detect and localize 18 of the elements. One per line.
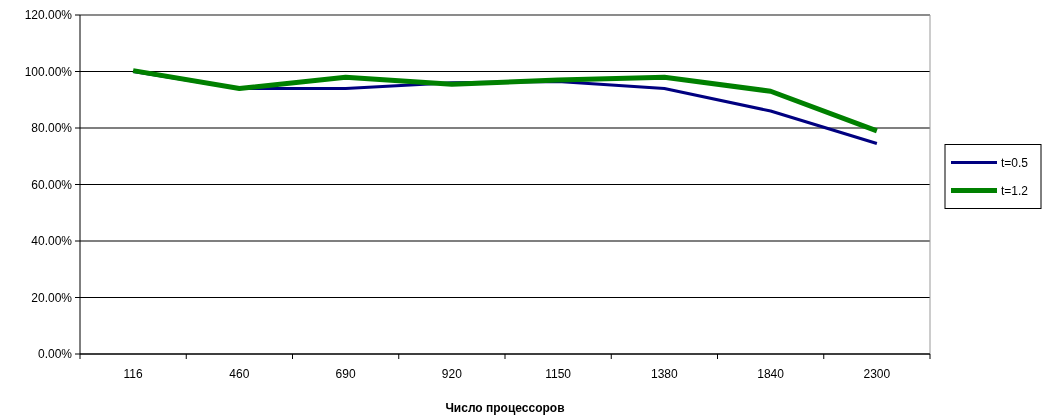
legend-label: t=0.5: [1001, 155, 1029, 170]
x-tick-label: 1150: [545, 367, 572, 381]
y-tick-label: 60.00%: [31, 177, 73, 192]
x-tick-label: 116: [123, 367, 144, 381]
legend-label: t=1.2: [1001, 183, 1029, 198]
y-tick-label: 20.00%: [31, 290, 73, 305]
y-tick-label: 120.00%: [24, 8, 73, 23]
x-tick-label: 460: [229, 367, 250, 381]
x-tick-label: 1380: [651, 367, 679, 381]
x-tick-label: 2300: [863, 367, 891, 381]
x-tick-label: 690: [335, 367, 356, 381]
y-tick-label: 100.00%: [24, 64, 73, 79]
y-tick-label: 0.00%: [37, 347, 73, 362]
x-tick-label: 1840: [757, 367, 785, 381]
y-tick-label: 40.00%: [31, 234, 73, 249]
x-tick-label: 920: [441, 367, 463, 381]
x-axis-title: Число процессоров: [445, 401, 565, 415]
y-tick-label: 80.00%: [31, 121, 73, 136]
